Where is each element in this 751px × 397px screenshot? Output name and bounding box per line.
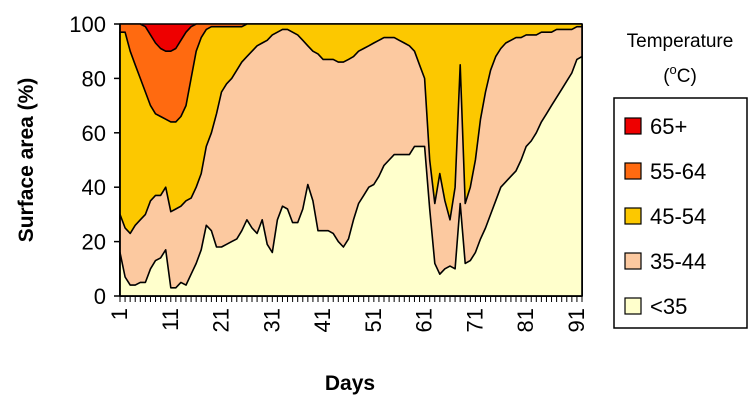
x-tick-label: 11 [158,308,183,331]
x-tick-label: 51 [361,308,386,332]
axes [119,24,582,297]
legend-title: Temperature [627,31,734,52]
legend-swatch [624,297,642,315]
legend-items: 65+ 55-64 45-54 35-44 <35 [624,114,706,319]
x-axis-ticks: 1 11 21 31 41 51 61 71 81 91 [107,296,589,332]
area-layers [119,23,583,297]
legend-unit: (oC) [663,62,697,87]
y-tick-label: 60 [82,121,106,146]
x-tick-label: 1 [107,308,132,320]
x-tick-label: 61 [412,308,437,332]
x-axis-title: Days [325,372,375,395]
area-35-44 [119,25,583,297]
x-tick-label: 21 [209,308,234,332]
x-tick-label: 81 [513,308,538,332]
legend-label: <35 [650,294,687,319]
x-tick-label: 31 [259,308,284,332]
legend-label: 35-44 [650,249,706,274]
legend-swatch [624,117,642,135]
y-tick-label: 20 [82,230,106,255]
legend-label: 55-64 [650,159,706,184]
x-tick-label: 71 [462,308,487,332]
y-tick-label: 0 [94,284,106,309]
x-tick-label: 41 [310,308,335,332]
legend-label: 65+ [650,114,687,139]
y-tick-label: 80 [82,66,106,91]
y-tick-label: 100 [69,12,106,37]
y-axis-ticks: 0 20 40 60 80 100 [69,12,120,309]
legend-swatch [624,252,642,270]
legend-label: 45-54 [650,204,706,229]
legend: Temperature (oC) 65+ 55-64 45-54 35-44 <35 [613,31,748,329]
legend-swatch [624,207,642,225]
y-tick-label: 40 [82,175,106,200]
x-tick-label: 91 [564,308,589,332]
legend-swatch [624,162,642,180]
y-axis-title: Surface area (%) [15,78,38,243]
area-<35 [119,55,583,297]
